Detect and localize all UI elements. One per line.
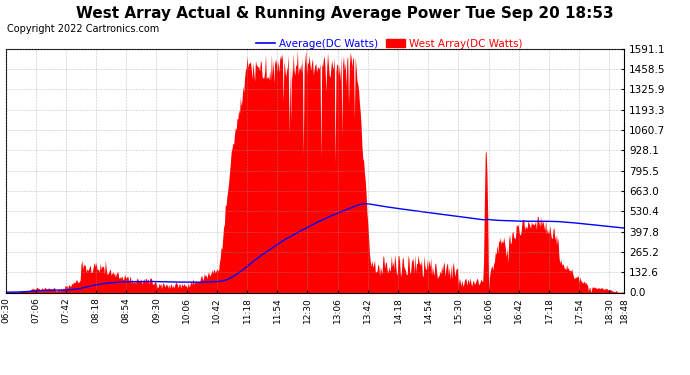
- Text: Copyright 2022 Cartronics.com: Copyright 2022 Cartronics.com: [7, 24, 159, 34]
- Text: West Array Actual & Running Average Power Tue Sep 20 18:53: West Array Actual & Running Average Powe…: [76, 6, 614, 21]
- Legend: Average(DC Watts), West Array(DC Watts): Average(DC Watts), West Array(DC Watts): [252, 34, 527, 53]
